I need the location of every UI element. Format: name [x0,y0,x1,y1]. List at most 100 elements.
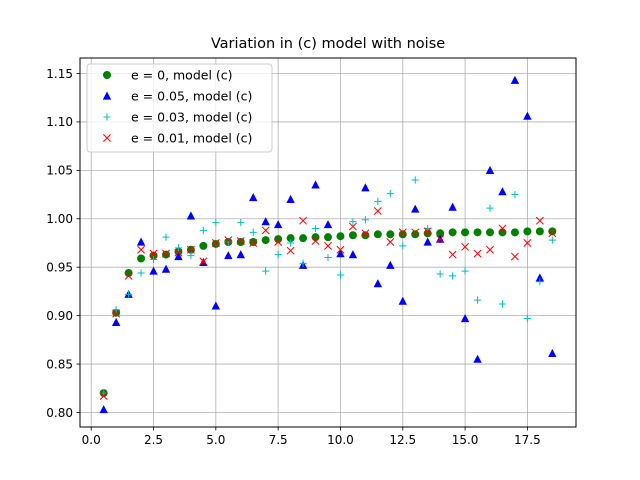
data-point [299,216,308,225]
data-point [361,231,370,240]
data-point [498,228,507,237]
data-point [286,194,295,204]
legend-label: e = 0, model (c) [131,68,233,83]
data-point [286,234,295,243]
y-tick-label: 1.10 [46,115,73,129]
data-point [236,237,245,246]
data-point [287,239,295,247]
data-point [174,247,183,256]
data-point [423,227,432,236]
data-point [348,250,358,259]
x-tick-label: 5.0 [206,433,225,447]
y-tick-label: 0.85 [46,357,73,371]
axis-ticks: 0.0 2.5 5.0 7.5 10.0 12.5 15.0 17.5 0.80 0.85 0.90… [46,67,540,447]
data-point [336,232,345,241]
data-point [137,245,146,254]
x-tick-label: 17.5 [514,433,541,447]
data-point [174,244,183,252]
x-tick-label: 2.5 [144,433,163,447]
data-point [311,224,320,233]
y-tick-label: 1.15 [46,67,73,81]
data-point [373,207,382,215]
data-point [411,204,420,213]
legend-marker [102,91,112,100]
data-point [236,250,245,259]
data-point [411,230,420,239]
data-point [548,348,557,357]
data-point [99,392,108,400]
data-point [448,250,457,259]
legend-marker [103,113,111,121]
plot-points [99,75,557,414]
data-point [398,228,407,237]
data-point [261,226,270,235]
data-point [274,235,283,244]
legend-marker [103,71,111,79]
data-point [323,220,333,229]
data-point [449,272,457,280]
data-point [249,239,258,247]
data-point [548,229,557,238]
data-point [211,239,220,248]
data-point [486,228,495,237]
y-tick-label: 0.90 [46,309,73,323]
legend-label: e = 0.05, model (c) [131,89,252,104]
data-point [386,238,395,246]
data-point [324,233,332,242]
data-point [137,269,145,277]
data-point [423,237,432,246]
data-point [199,257,208,266]
data-point [386,230,395,239]
data-point [523,314,531,323]
data-point [261,236,270,245]
data-point [261,217,270,226]
data-point [536,278,544,286]
y-tick-label: 0.80 [46,406,73,420]
data-point [448,202,457,211]
data-point [423,229,432,238]
data-point [187,251,195,260]
data-point [111,317,121,327]
data-point [523,227,532,236]
data-point [361,229,370,238]
data-point [212,219,220,227]
legend: e = 0, model (c) e = 0.05, model (c) e = 0… [86,63,273,153]
data-point [498,187,507,196]
data-point [535,216,544,225]
x-tick-label: 12.5 [389,433,416,447]
data-point [162,249,170,258]
data-point [523,111,532,120]
data-point [224,251,233,260]
data-point [174,248,183,257]
data-point [399,242,407,250]
data-point [311,180,320,189]
data-point [486,245,494,254]
data-point [511,190,519,199]
data-point [473,296,482,304]
data-point [112,306,120,314]
data-point [373,230,382,239]
data-point [137,254,146,263]
data-point [149,251,158,260]
data-point [199,241,208,250]
data-point [211,239,220,247]
data-point [324,241,332,250]
data-point [311,237,320,246]
data-point [548,227,557,236]
data-point [348,231,357,240]
data-point [249,238,258,247]
data-point [361,183,370,192]
data-point [535,273,545,282]
data-point [398,230,407,239]
data-point [124,271,133,280]
data-point [236,238,245,247]
data-point [124,269,133,278]
data-point [461,242,470,251]
data-point [386,189,394,198]
data-point [473,354,482,363]
data-point [374,197,382,205]
y-tick-label: 1.05 [46,164,73,178]
data-point [436,235,445,244]
data-point [436,229,445,238]
series-0 [99,227,557,398]
